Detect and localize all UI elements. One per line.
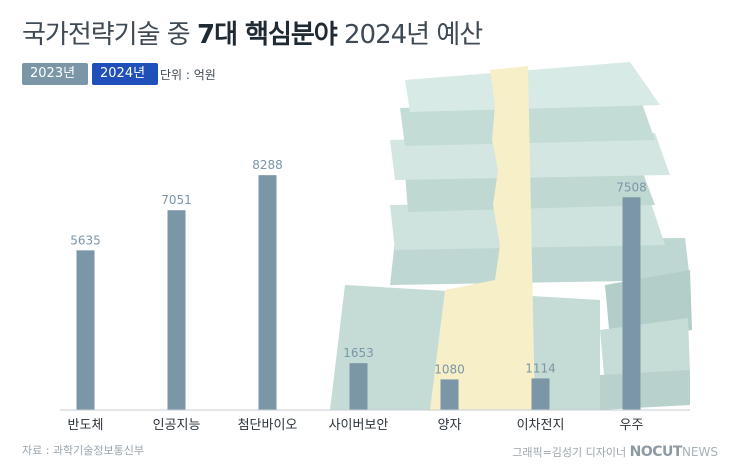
brand-logo-sub: NEWS: [681, 445, 718, 459]
value-label-3: 8288: [252, 158, 283, 172]
value-label-7: 7508: [616, 180, 647, 194]
designer-credit: 그래픽=김성기 디자이너: [512, 446, 627, 459]
bar-6: [531, 378, 550, 410]
bar-5: [440, 379, 459, 410]
value-label-6: 1114: [525, 361, 556, 375]
x-tick-labels: 반도체 인공지능 첨단바이오 사이버보안 양자 이차전지 우주: [68, 418, 644, 433]
legend-2023: 2023년: [22, 63, 88, 85]
bars-group: 5635 7051 8288 1653 1080 1114 7508: [70, 158, 647, 410]
brand-logo: NOCUT: [629, 444, 683, 460]
unit-label: 단위 : 억원: [160, 68, 216, 82]
x-tick-label-1: 반도체: [68, 418, 104, 433]
value-label-5: 1080: [434, 362, 465, 376]
x-tick-label-4: 사이버보안: [329, 418, 389, 433]
title-emphasis: 7대 핵심분야: [196, 20, 338, 50]
value-label-2: 7051: [161, 193, 192, 207]
value-label-1: 5635: [70, 233, 101, 247]
bar-7: [622, 197, 641, 410]
bar-2: [167, 210, 186, 410]
x-tick-label-7: 우주: [620, 418, 644, 433]
title-suffix: 2024년 예산: [344, 20, 483, 50]
bar-4: [349, 363, 368, 410]
title-prefix: 국가전략기술 중: [22, 20, 191, 50]
x-tick-label-3: 첨단바이오: [238, 418, 298, 433]
x-tick-label-2: 인공지능: [153, 418, 201, 433]
source-note: 자료 : 과학기술정보통신부: [22, 444, 145, 457]
bar-1: [76, 250, 95, 410]
bar-3: [258, 175, 277, 410]
legend-2024: 2024년: [92, 63, 158, 85]
page-title: 국가전략기술 중 7대 핵심분야 2024년 예산: [22, 14, 483, 51]
value-label-4: 1653: [343, 346, 374, 360]
x-tick-label-6: 이차전지: [517, 418, 565, 433]
money-stack-illustration: [330, 62, 692, 410]
credit-line: 그래픽=김성기 디자이너 NOCUTNEWS: [512, 444, 718, 460]
x-tick-label-5: 양자: [438, 418, 462, 433]
